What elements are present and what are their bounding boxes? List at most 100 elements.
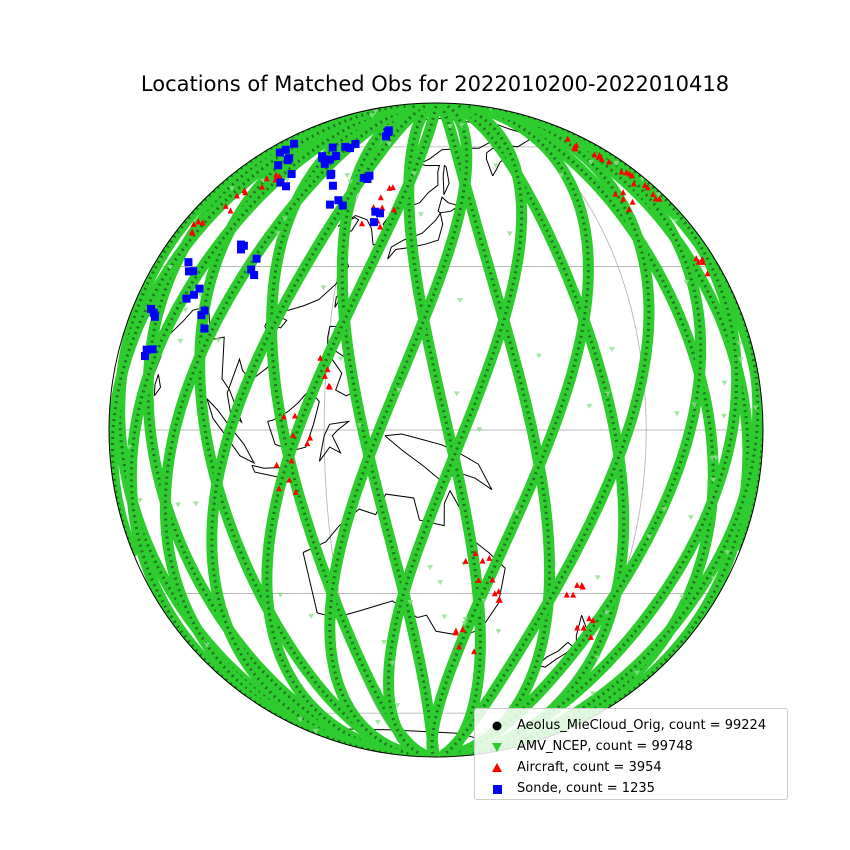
aircraft-point (472, 550, 479, 557)
amv-point (462, 617, 469, 623)
aircraft-point (199, 219, 206, 226)
amv-point (661, 506, 668, 512)
sonde-point (365, 171, 374, 180)
aircraft-point (591, 151, 598, 158)
sonde-point (332, 151, 341, 160)
amv-point (608, 347, 615, 353)
amv-point (687, 515, 694, 521)
aircraft-point (650, 190, 657, 197)
aircraft-point (391, 206, 398, 213)
aircraft-point (587, 633, 594, 640)
sonde-point (141, 352, 150, 361)
aircraft-point (189, 228, 196, 235)
amv-point (441, 614, 448, 620)
legend-entry-amv: AMV_NCEP, count = 99748 (483, 736, 779, 757)
aircraft-point (570, 591, 577, 598)
aircraft-point (307, 434, 314, 441)
amv-point (281, 216, 288, 222)
aircraft-point (479, 557, 486, 564)
amv-point (126, 444, 133, 450)
amv-point (721, 413, 728, 419)
aircraft-point (459, 626, 466, 633)
sonde-point (195, 284, 204, 293)
amv-point (495, 628, 502, 634)
aircraft-point (317, 354, 324, 361)
aircraft-point (563, 591, 570, 598)
sonde-point (274, 161, 283, 170)
sonde-point (283, 156, 292, 165)
amv-point (284, 177, 291, 183)
aircraft-point (629, 172, 636, 179)
aeolus-track-centerline (163, 104, 415, 756)
sonde-point (325, 200, 334, 209)
aircraft-point (620, 195, 627, 202)
sonde-point (341, 142, 350, 151)
amv-point (737, 357, 744, 363)
aircraft-point (620, 189, 627, 196)
aircraft-point (630, 180, 637, 187)
amv-point (461, 620, 468, 626)
amv-point (203, 642, 210, 648)
amv-point (308, 613, 315, 619)
aircraft-point (612, 190, 619, 197)
aeolus-track-centerline (476, 106, 715, 756)
aircraft-point (452, 629, 459, 636)
sonde-point (247, 265, 256, 274)
legend: Aeolus_MieCloud_Orig, count = 99224 AMV_… (474, 708, 788, 800)
amv-point (411, 171, 418, 177)
aircraft-point (242, 189, 249, 196)
amv-point (655, 192, 662, 198)
aircraft-point (495, 588, 502, 595)
aircraft-point (462, 557, 469, 564)
aircraft-point (321, 372, 328, 379)
aircraft-point (276, 485, 283, 492)
amv-point (587, 159, 594, 165)
sonde-point (371, 207, 380, 216)
sonde-point (184, 267, 193, 276)
amv-point (633, 670, 640, 676)
aircraft-point (471, 648, 478, 655)
sonde-point (382, 132, 391, 141)
sonde-point (359, 173, 368, 182)
aircraft-point (693, 255, 700, 262)
amv-point (182, 307, 189, 313)
red-triangle-up-marker-icon (483, 762, 511, 774)
aircraft-point (486, 554, 493, 561)
amv-point (417, 212, 424, 218)
aircraft-point (386, 184, 393, 191)
coastline-path (318, 420, 351, 462)
aircraft-point (358, 220, 365, 227)
amv-track-swath (125, 103, 411, 742)
coastline-path (384, 433, 493, 491)
sonde-point (200, 306, 209, 315)
aircraft-point (629, 198, 636, 205)
aircraft-point (291, 412, 298, 419)
aircraft-point (625, 206, 632, 213)
amv-point (369, 113, 376, 119)
amv-point (197, 292, 204, 298)
amv-point (320, 285, 327, 291)
amv-point (683, 280, 690, 286)
aircraft-point (578, 582, 585, 589)
aircraft-point (273, 461, 280, 468)
sonde-point (150, 312, 159, 321)
sonde-point (200, 324, 209, 333)
amv-point (691, 402, 698, 408)
aircraft-point (574, 624, 581, 631)
sonde-point (326, 171, 335, 180)
amv-point (604, 391, 611, 397)
aircraft-point (456, 643, 463, 650)
legend-label: AMV_NCEP, count = 99748 (517, 739, 693, 754)
amv-track-swath (450, 103, 707, 757)
amv-point (476, 427, 483, 433)
aircraft-point (324, 366, 331, 373)
amv-point (679, 594, 686, 600)
sonde-point (320, 159, 329, 168)
aircraft-point (276, 173, 283, 180)
aeolus-track-centerline (265, 105, 438, 756)
sonde-point (290, 139, 299, 148)
sonde-point (287, 170, 296, 179)
sonde-point (282, 182, 291, 191)
amv-point (177, 338, 184, 344)
legend-entry-sonde: Sonde, count = 1235 (483, 778, 779, 799)
